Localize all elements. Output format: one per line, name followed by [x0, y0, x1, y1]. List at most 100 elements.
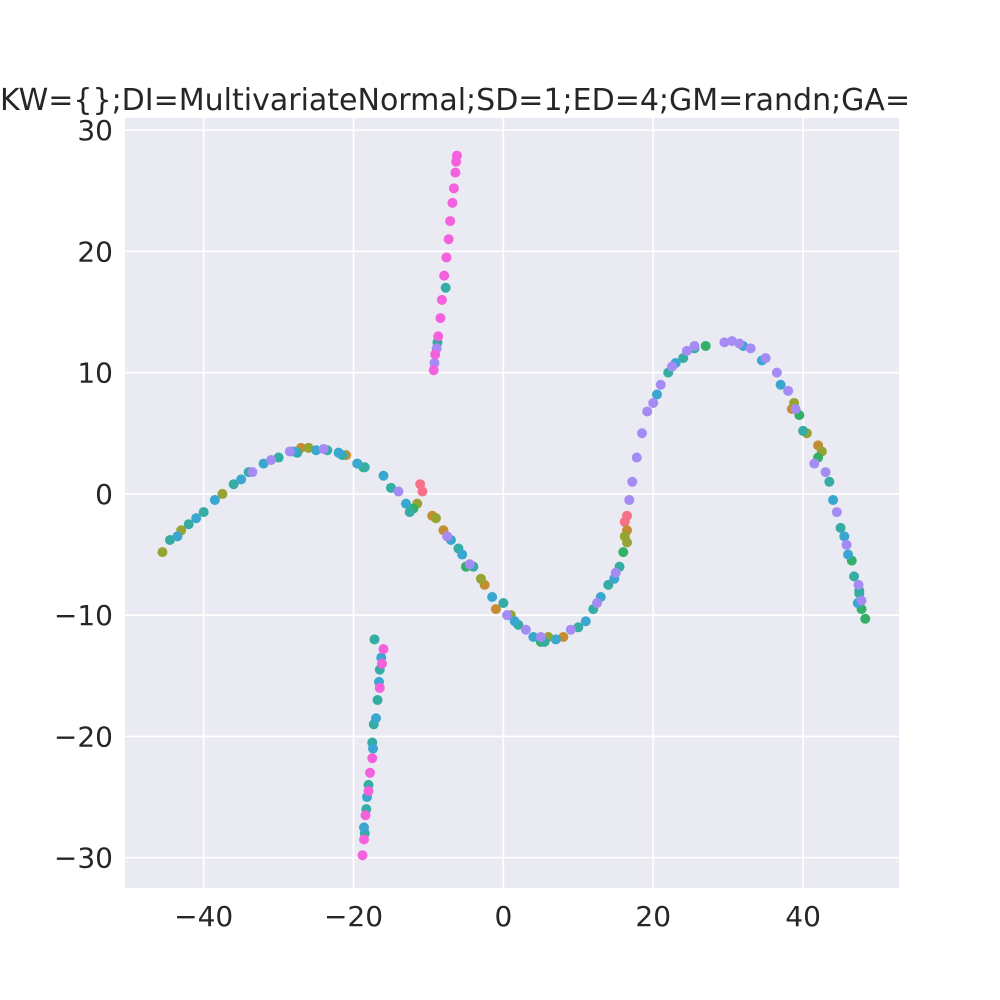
- data-point: [610, 567, 621, 578]
- data-point: [368, 743, 379, 754]
- y-tick-label: 0: [95, 478, 113, 511]
- data-point: [831, 507, 842, 518]
- data-point: [284, 446, 295, 457]
- data-point: [435, 313, 446, 324]
- data-point: [258, 458, 269, 469]
- data-point: [157, 547, 168, 558]
- data-point: [798, 425, 809, 436]
- data-point: [450, 167, 461, 178]
- data-point: [436, 294, 447, 305]
- data-point: [164, 534, 175, 545]
- data-point: [357, 850, 368, 861]
- data-point: [433, 331, 444, 342]
- data-point: [447, 197, 458, 208]
- data-point: [266, 454, 277, 465]
- data-point: [404, 507, 415, 518]
- data-point: [839, 531, 850, 542]
- data-point: [311, 445, 322, 456]
- x-tick-label: −20: [324, 900, 383, 933]
- data-point: [841, 539, 852, 550]
- data-point: [734, 338, 745, 349]
- data-point: [509, 616, 520, 627]
- data-point: [228, 479, 239, 490]
- data-point: [809, 458, 820, 469]
- data-point: [642, 406, 653, 417]
- data-point: [371, 713, 382, 724]
- data-point: [445, 216, 456, 227]
- data-point: [565, 624, 576, 635]
- data-point: [464, 559, 475, 570]
- data-point: [172, 531, 183, 542]
- data-point: [648, 397, 659, 408]
- y-tick-label: 10: [77, 357, 113, 390]
- data-point: [428, 365, 439, 376]
- data-point: [627, 476, 638, 487]
- data-point: [498, 598, 509, 609]
- data-point: [393, 486, 404, 497]
- data-point: [352, 458, 363, 469]
- data-point: [622, 537, 633, 548]
- x-tick-label: 0: [494, 900, 512, 933]
- data-point: [430, 513, 441, 524]
- data-point: [853, 579, 864, 590]
- y-tick-labels: −30 −20 −10 0 10 20 30: [54, 114, 113, 875]
- data-point: [666, 361, 677, 372]
- data-point: [318, 444, 329, 455]
- data-point: [374, 682, 385, 693]
- data-point: [333, 447, 344, 458]
- data-point: [359, 462, 370, 473]
- chart-title: KW={};DI=MultivariateNormal;SD=1;ED=4;GM…: [0, 83, 910, 118]
- data-point: [378, 470, 389, 481]
- data-point: [247, 467, 258, 478]
- grid-lines: [125, 118, 899, 888]
- data-point: [820, 467, 831, 478]
- data-point: [535, 631, 546, 642]
- data-point: [440, 282, 451, 293]
- data-point: [209, 494, 220, 505]
- data-point: [372, 695, 383, 706]
- x-tick-labels: −40 −20 0 20 40: [174, 900, 821, 933]
- data-point: [236, 474, 247, 485]
- data-point: [198, 507, 209, 518]
- data-point: [550, 634, 561, 645]
- data-points: [157, 150, 871, 861]
- data-point: [443, 234, 454, 245]
- data-point: [457, 549, 468, 560]
- data-point: [592, 598, 603, 609]
- data-point: [439, 270, 450, 281]
- data-point: [378, 644, 389, 655]
- data-point: [618, 547, 629, 558]
- data-point: [360, 810, 371, 821]
- data-point: [835, 522, 846, 533]
- x-tick-label: 20: [635, 900, 671, 933]
- data-point: [651, 389, 662, 400]
- data-point: [783, 385, 794, 396]
- data-point: [655, 379, 666, 390]
- data-point: [183, 519, 194, 530]
- data-point: [824, 476, 835, 487]
- x-tick-label: −40: [174, 900, 233, 933]
- data-point: [417, 486, 428, 497]
- data-point: [745, 343, 756, 354]
- data-point: [359, 822, 370, 833]
- data-point: [429, 357, 440, 368]
- y-tick-label: 20: [77, 235, 113, 268]
- data-point: [775, 379, 786, 390]
- data-point: [441, 252, 452, 263]
- y-tick-label: −20: [54, 720, 113, 753]
- data-point: [790, 404, 801, 415]
- data-point: [448, 183, 459, 194]
- plot-area: [125, 118, 899, 888]
- data-point: [760, 353, 771, 364]
- data-point: [369, 634, 380, 645]
- data-point: [580, 616, 591, 627]
- data-point: [191, 513, 202, 524]
- data-point: [856, 595, 867, 606]
- data-point: [363, 785, 374, 796]
- data-point: [490, 604, 501, 615]
- data-point: [367, 753, 378, 764]
- data-point: [689, 340, 700, 351]
- data-point: [624, 494, 635, 505]
- data-point: [377, 658, 388, 669]
